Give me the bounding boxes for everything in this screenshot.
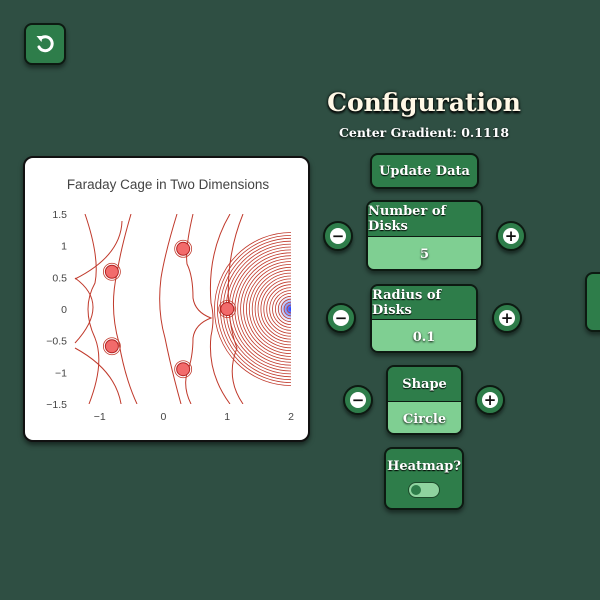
- contour-line: [243, 261, 291, 357]
- num-disks-increment-button[interactable]: +: [496, 221, 526, 251]
- disk-contour: [174, 239, 193, 258]
- contour-line: [286, 304, 291, 314]
- num-disks-control: Number of Disks 5: [366, 200, 483, 271]
- contour-line: [277, 295, 291, 323]
- y-tick-label: 0.5: [52, 272, 67, 284]
- contour-line: [217, 235, 291, 383]
- contour-line: [159, 214, 182, 404]
- back-button[interactable]: [24, 23, 66, 65]
- contour-line: [234, 252, 291, 366]
- contour-line: [280, 298, 291, 320]
- contour-line: [254, 272, 291, 346]
- num-disks-label: Number of Disks: [368, 202, 481, 237]
- disk-contour: [218, 300, 237, 318]
- contour-line: [283, 301, 291, 317]
- heatmap-toggle[interactable]: [408, 482, 440, 498]
- plus-icon: +: [482, 391, 498, 409]
- heatmap-control: Heatmap?: [384, 447, 464, 510]
- contour-lines: [74, 214, 291, 404]
- chart-title: Faraday Cage in Two Dimensions: [67, 177, 270, 192]
- conductor-disk: [220, 302, 235, 316]
- shape-value[interactable]: Circle: [388, 402, 461, 433]
- radius-control: Radius of Disks 0.1: [370, 284, 478, 353]
- minus-icon: −: [330, 227, 346, 245]
- contour-line: [209, 214, 231, 404]
- radius-decrement-button[interactable]: −: [326, 303, 356, 333]
- contour-line: [272, 290, 291, 328]
- contour-line: [248, 266, 291, 352]
- contour-line: [227, 214, 244, 404]
- x-tick-label: 1: [224, 411, 230, 423]
- x-tick-label: 2: [288, 411, 294, 423]
- configuration-title: Configuration: [327, 88, 521, 117]
- contour-line: [275, 293, 291, 325]
- plus-icon: +: [499, 309, 515, 327]
- contour-line: [263, 281, 291, 337]
- radius-label: Radius of Disks: [372, 286, 476, 320]
- radius-increment-button[interactable]: +: [492, 303, 522, 333]
- side-panel-tab[interactable]: [585, 272, 600, 332]
- conductor-disk: [104, 339, 119, 354]
- minus-icon: −: [333, 309, 349, 327]
- contour-line: [214, 232, 291, 386]
- contour-line: [84, 214, 100, 404]
- disk-contour: [174, 360, 193, 379]
- contour-line: [112, 214, 138, 404]
- contour-line: [266, 284, 291, 334]
- y-tick-label: 1.5: [52, 209, 67, 221]
- shape-control: Shape Circle: [386, 365, 463, 435]
- update-data-button[interactable]: Update Data: [370, 153, 479, 189]
- shape-label: Shape: [388, 367, 461, 402]
- center-gradient-readout: Center Gradient: 0.1118: [338, 125, 510, 140]
- y-tick-label: −0.5: [46, 336, 67, 348]
- toggle-knob: [411, 485, 421, 495]
- y-tick-label: −1.5: [46, 399, 67, 411]
- num-disks-decrement-button[interactable]: −: [323, 221, 353, 251]
- y-tick-label: −1: [55, 367, 67, 379]
- contour-line: [74, 220, 123, 404]
- y-tick-label: 1: [61, 241, 67, 253]
- contour-plot: Faraday Cage in Two Dimensions −1 0 1 2 1.5 1…: [46, 177, 294, 423]
- contour-line: [240, 258, 291, 360]
- contour-line: [246, 264, 291, 354]
- plus-icon: +: [503, 227, 519, 245]
- conductor-disk: [104, 264, 119, 279]
- minus-icon: −: [350, 391, 366, 409]
- contour-line: [269, 287, 291, 331]
- radius-value[interactable]: 0.1: [372, 320, 476, 351]
- disk-contour: [102, 337, 121, 356]
- charge-source: [275, 293, 291, 325]
- rotate-left-icon: [36, 35, 54, 53]
- disk-contour: [102, 262, 121, 281]
- y-tick-label: 0: [61, 304, 67, 316]
- contour-line: [260, 278, 291, 340]
- contour-line: [257, 275, 291, 343]
- contour-line: [251, 269, 291, 349]
- num-disks-value[interactable]: 5: [368, 237, 481, 269]
- x-tick-label: −1: [94, 411, 106, 423]
- conductor-disk: [176, 362, 191, 377]
- shape-previous-button[interactable]: −: [343, 385, 373, 415]
- contour-line: [225, 243, 291, 375]
- shape-next-button[interactable]: +: [475, 385, 505, 415]
- x-tick-label: 0: [161, 411, 167, 423]
- heatmap-label: Heatmap?: [387, 459, 461, 474]
- plot-card: Faraday Cage in Two Dimensions −1 0 1 2 1.5 1…: [23, 156, 310, 442]
- contour-line: [237, 255, 291, 363]
- conductor-disk: [176, 241, 191, 256]
